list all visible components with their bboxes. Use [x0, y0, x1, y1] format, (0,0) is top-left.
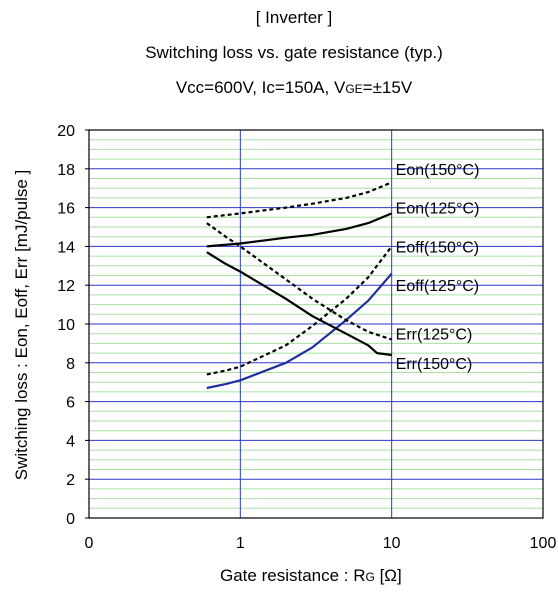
- x-tick-label: 1: [236, 535, 245, 552]
- y-tick-label: 10: [57, 317, 75, 334]
- x-axis-label-unit: [Ω]: [374, 566, 402, 585]
- y-tick-label: 16: [57, 201, 75, 218]
- x-axis-label-subscript: G: [365, 570, 375, 584]
- chart-title-line1: [ Inverter ]: [255, 8, 333, 27]
- series-annotation: Err(150°C): [396, 356, 473, 373]
- series-line: [206, 251, 392, 357]
- series-annotation: Eon(150°C): [396, 162, 480, 179]
- y-tick-label: 4: [66, 433, 75, 450]
- conditions-subscript: GE: [345, 82, 363, 96]
- y-tick-label: 12: [57, 278, 75, 295]
- x-tick-label: 10: [383, 535, 401, 552]
- conditions-text-rest: =±15V: [362, 78, 413, 97]
- chart-title-line3: Vcc=600V, Ic=150A, VGE=±15V: [15, 78, 558, 98]
- series-annotation: Eon(125°C): [396, 201, 480, 218]
- x-axis-label-text: Gate resistance : R: [220, 566, 366, 585]
- y-tick-label: 2: [66, 472, 75, 489]
- x-tick-label: 0: [85, 535, 94, 552]
- y-tick-label: 18: [57, 162, 75, 179]
- y-tick-label: 6: [66, 395, 75, 412]
- series-line: [206, 212, 393, 248]
- y-tick-label: 0: [66, 511, 75, 528]
- x-tick-label: 100: [530, 535, 557, 552]
- y-tick-label: 20: [57, 123, 75, 140]
- series-line: [206, 245, 393, 376]
- chart-title-line2: Switching loss vs. gate resistance (typ.…: [145, 43, 443, 62]
- y-tick-label: 14: [57, 239, 75, 256]
- series-annotation: Eoff(150°C): [396, 239, 479, 256]
- series-annotation: Err(125°C): [396, 327, 473, 344]
- series-annotation: Eoff(125°C): [396, 278, 479, 295]
- y-tick-label: 8: [66, 356, 75, 373]
- series-line: [206, 222, 393, 341]
- series-line: [206, 272, 393, 390]
- series-line: [206, 181, 393, 219]
- x-axis-label: Gate resistance : RG [Ω]: [220, 566, 402, 586]
- conditions-text: Vcc=600V, Ic=150A, V: [175, 78, 346, 97]
